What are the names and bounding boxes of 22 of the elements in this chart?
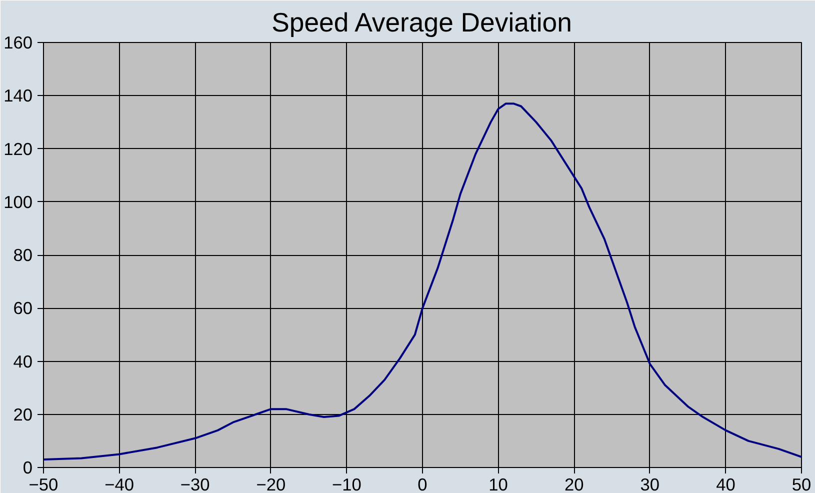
- chart-title: Speed Average Deviation: [272, 8, 572, 38]
- y-tick-label: 140: [4, 86, 33, 106]
- y-tick-label: 100: [4, 192, 33, 212]
- x-tick-label: −10: [332, 474, 362, 493]
- y-tick-label: 120: [4, 138, 33, 159]
- y-tick-label: 20: [13, 404, 33, 424]
- y-tick-label: 0: [22, 458, 33, 478]
- x-tick-label: 40: [716, 474, 736, 493]
- x-tick-label: −30: [180, 474, 210, 493]
- x-tick-label: −20: [256, 474, 286, 493]
- y-tick-label: 60: [13, 298, 33, 318]
- x-tick-label: 50: [792, 474, 812, 493]
- x-tick-label: −40: [104, 474, 134, 493]
- x-tick-label: 0: [418, 474, 428, 493]
- x-tick-label: 20: [564, 474, 584, 493]
- y-tick-label: 40: [13, 351, 33, 372]
- line-series: [44, 102, 802, 461]
- y-tick-label: 80: [13, 245, 33, 265]
- y-tick-label: 160: [4, 32, 33, 52]
- x-tick-label: 30: [640, 474, 660, 493]
- x-tick-label: −50: [28, 474, 58, 493]
- x-tick-label: 10: [488, 474, 508, 493]
